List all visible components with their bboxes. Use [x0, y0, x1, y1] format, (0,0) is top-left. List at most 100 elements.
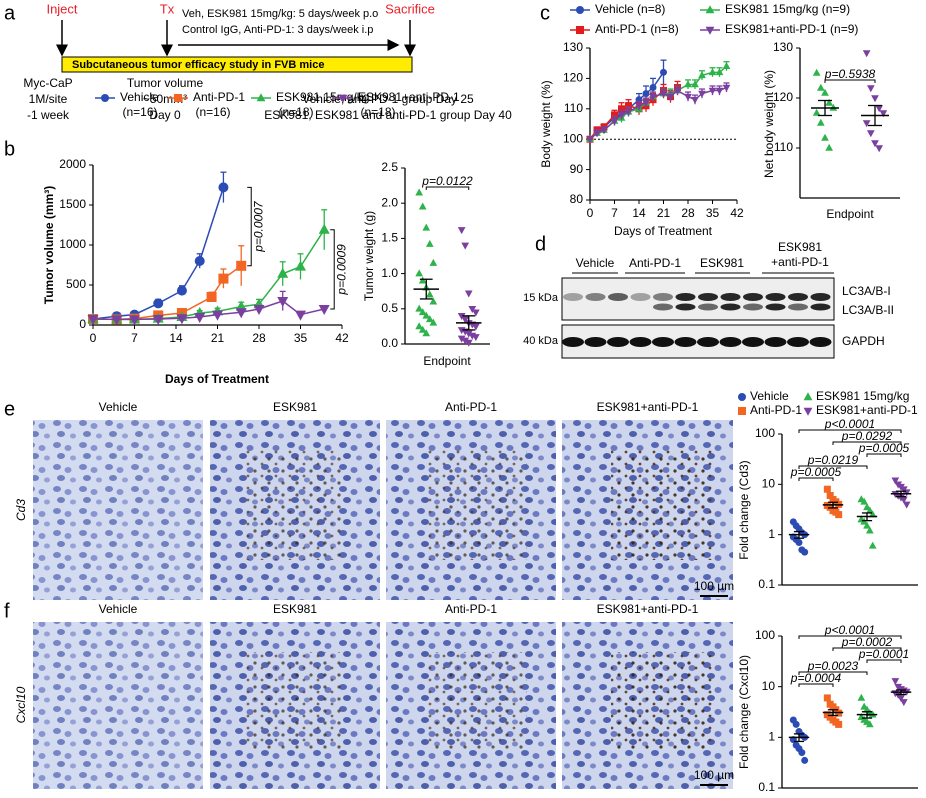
- data-point: [865, 720, 874, 728]
- y-tick-label: 10: [762, 679, 776, 693]
- data-point: [422, 311, 431, 319]
- data-point: [206, 292, 217, 302]
- band: [652, 337, 674, 347]
- micrograph-title: Vehicle: [99, 400, 138, 414]
- x-tick-label: 14: [169, 331, 183, 345]
- y-tick-label: 130: [773, 40, 793, 54]
- legend-label: ESK981+anti-PD-1: [816, 403, 918, 417]
- data-point: [318, 305, 330, 315]
- x-tick-label: 35: [294, 331, 308, 345]
- data-point: [715, 87, 724, 95]
- data-point: [418, 325, 427, 333]
- data-point: [418, 308, 427, 316]
- p-value: p=0.0002: [841, 635, 893, 649]
- data-point: [825, 98, 834, 106]
- data-point: [624, 109, 633, 117]
- data-point: [277, 297, 289, 307]
- data-point: [812, 68, 821, 76]
- data-point: [860, 497, 869, 505]
- micrograph-title: Anti-PD-1: [445, 602, 497, 616]
- band: [585, 293, 606, 301]
- data-point: [600, 127, 608, 135]
- band: [698, 293, 718, 301]
- lane-label: ESK981: [778, 240, 822, 254]
- y-tick-label: 0.1: [758, 780, 775, 794]
- data-point: [673, 87, 682, 95]
- data-point: [425, 315, 434, 323]
- data-point: [798, 749, 806, 757]
- x-tick-label: 28: [252, 331, 266, 345]
- band: [563, 293, 583, 301]
- comparison-bracket: [798, 683, 834, 687]
- data-point: [801, 548, 809, 556]
- data-point: [457, 335, 466, 343]
- data-point: [111, 315, 123, 326]
- band: [608, 293, 628, 301]
- band: [629, 337, 652, 347]
- data-point: [891, 477, 900, 485]
- lane-label: ESK981: [700, 256, 744, 270]
- data-point: [194, 313, 206, 323]
- y-axis-label: Fold change (Cd3): [737, 460, 751, 559]
- p-value: p=0.0292: [841, 429, 893, 443]
- data-point: [866, 85, 875, 93]
- data-point: [471, 323, 480, 331]
- data-point: [218, 182, 229, 193]
- band: [765, 303, 786, 311]
- size-marker: 40 kDa: [523, 335, 559, 347]
- data-point: [691, 80, 699, 88]
- x-tick-label: 28: [681, 206, 695, 220]
- y-tick-label: 90: [570, 162, 584, 176]
- p-value: p=0.0023: [807, 659, 859, 673]
- p-value: p=0.0001: [858, 647, 909, 661]
- band: [653, 293, 673, 301]
- y-tick-label: 0.5: [381, 301, 398, 315]
- p-value: p=0.5938: [824, 67, 876, 81]
- data-point: [610, 118, 619, 126]
- y-tick-label: 100: [563, 131, 583, 145]
- note: -1 week: [27, 108, 70, 122]
- band-label: LC3A/B-II: [842, 303, 894, 317]
- data-point: [698, 90, 706, 98]
- data-point: [318, 223, 330, 234]
- data-point: [129, 315, 140, 326]
- x-tick-label: 42: [730, 206, 744, 220]
- comparison-bracket: [798, 671, 868, 675]
- band: [720, 303, 741, 311]
- comparison-bracket: [824, 79, 876, 83]
- lane-label: Vehicle: [576, 256, 615, 270]
- legend-marker: [738, 407, 746, 415]
- data-point: [471, 309, 480, 317]
- legend-n-label: (n=18): [360, 105, 395, 119]
- data-point: [863, 521, 871, 529]
- y-tick-label: 2.0: [381, 195, 398, 209]
- micrograph-title: ESK981: [273, 400, 317, 414]
- legend-marker: [705, 26, 715, 35]
- data-point: [586, 136, 594, 144]
- event-label: Tx: [160, 1, 175, 16]
- micrograph: [33, 622, 203, 789]
- stain: [427, 652, 527, 749]
- y-tick-label: 0.1: [758, 577, 775, 591]
- p-value: p<0.0001: [824, 623, 875, 637]
- lane-label: Anti-PD-1: [629, 256, 681, 270]
- lane-label: +anti-PD-1: [771, 255, 829, 269]
- data-point: [862, 50, 871, 58]
- band: [788, 293, 808, 301]
- comparison-bracket: [247, 186, 252, 267]
- data-point: [593, 130, 601, 138]
- x-axis-label: Endpoint: [826, 207, 874, 221]
- note: ESK981, ESK981 and anti-PD-1 group Day 4…: [264, 108, 512, 122]
- band: [787, 337, 809, 347]
- data-point: [464, 330, 473, 338]
- row-label: Cxcl10: [14, 686, 28, 723]
- band: [719, 337, 742, 347]
- comparison-bracket: [330, 229, 335, 310]
- legend-marker: [576, 26, 584, 34]
- data-point: [899, 699, 908, 707]
- legend-n-label: (n=16): [122, 105, 157, 119]
- data-point: [461, 337, 470, 345]
- y-tick-label: 1.0: [381, 266, 398, 280]
- data-point: [218, 273, 229, 284]
- legend-label: Vehicle: [750, 389, 789, 403]
